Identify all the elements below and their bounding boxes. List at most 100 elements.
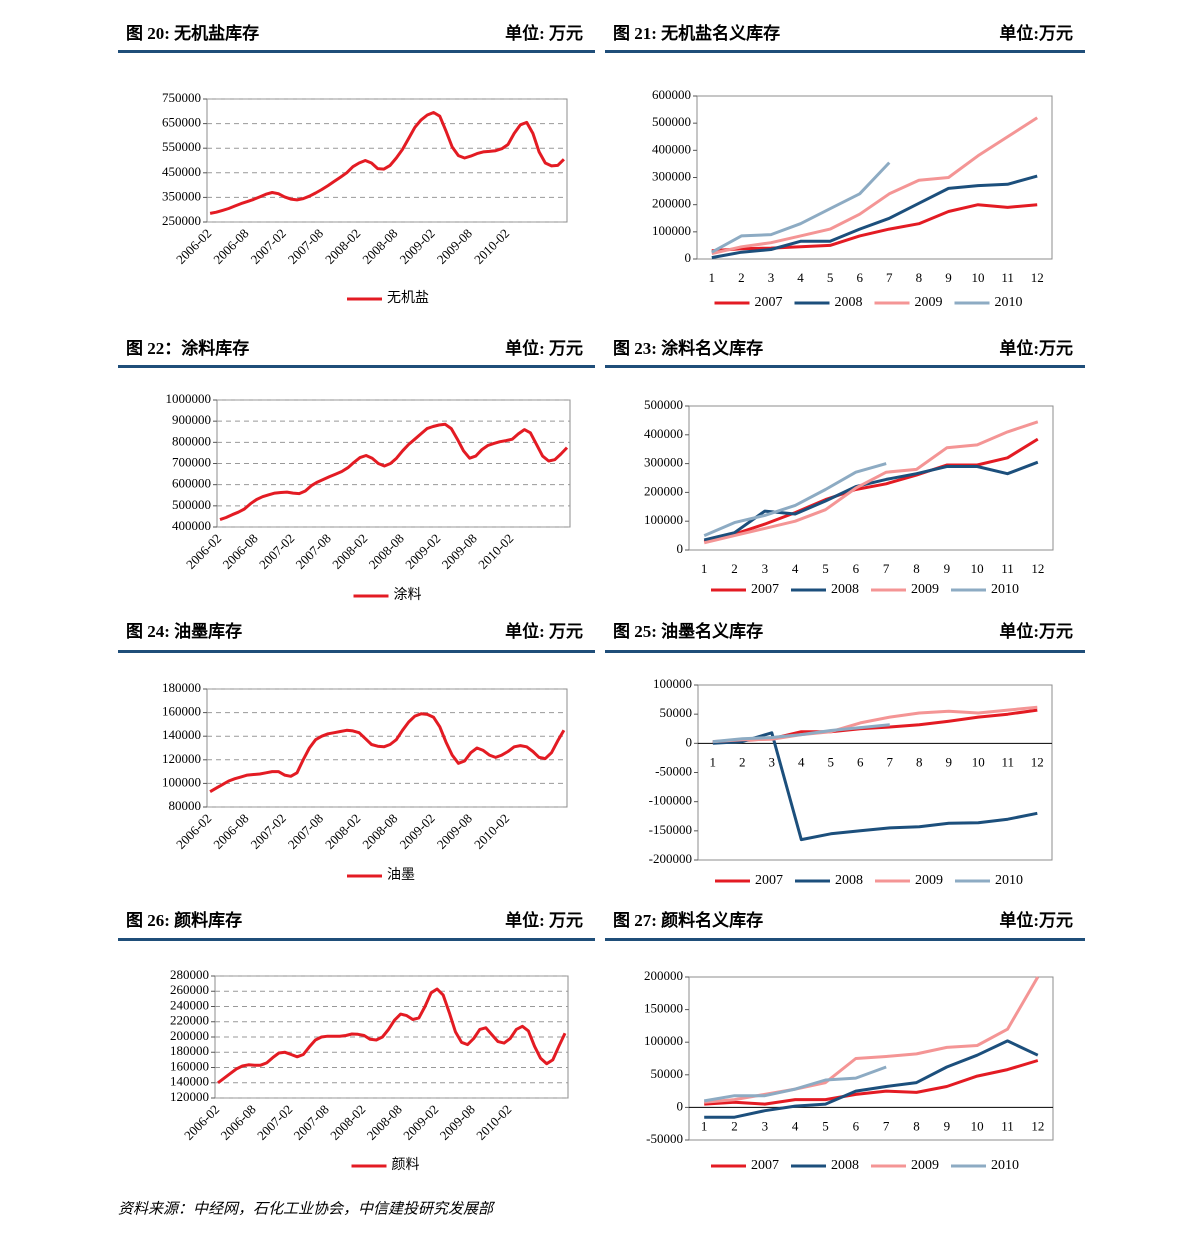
x-tick-label: 2010-02 — [471, 226, 512, 267]
y-tick-label: 100000 — [644, 1033, 683, 1048]
series-line — [711, 161, 891, 254]
y-tick-label: 200000 — [644, 968, 683, 983]
x-tick-label: 2006-08 — [218, 1102, 259, 1143]
y-tick-label: 400000 — [644, 426, 683, 441]
series-line — [704, 1059, 1039, 1106]
chart-title: 图 27: 颜料名义库存 — [613, 910, 763, 930]
x-tick-label: 2010-02 — [473, 1102, 514, 1143]
x-tick-label: 5 — [828, 754, 835, 769]
unit-label: 单位:万元 — [999, 23, 1073, 43]
x-tick-label: 2008-08 — [366, 531, 407, 572]
y-tick-label: 750000 — [162, 90, 201, 105]
x-tick-label: 2008-08 — [359, 226, 400, 267]
legend-label: 2007 — [755, 873, 783, 888]
x-tick-label: 12 — [1031, 754, 1044, 769]
x-tick-label: 2006-08 — [210, 226, 251, 267]
y-tick-label: 160000 — [162, 704, 201, 719]
unit-label: 单位: 万元 — [505, 338, 583, 358]
x-tick-label: 2008-02 — [327, 1102, 368, 1143]
legend-label: 2009 — [911, 582, 939, 597]
y-tick-label: 800000 — [172, 433, 211, 448]
x-tick-label: 2007-08 — [285, 226, 326, 267]
x-tick-label: 5 — [822, 1118, 829, 1133]
x-tick-label: 4 — [798, 754, 805, 769]
y-tick-label: 120000 — [162, 751, 201, 766]
x-tick-label: 1 — [701, 1118, 708, 1133]
x-tick-label: 2008-08 — [359, 811, 400, 852]
y-tick-label: 150000 — [644, 1001, 683, 1016]
plot-frame — [688, 976, 1054, 1141]
x-tick-label: 3 — [769, 754, 776, 769]
x-tick-label: 4 — [792, 561, 799, 576]
unit-label: 单位: 万元 — [505, 23, 583, 43]
series-line — [217, 987, 567, 1084]
unit-label: 单位: 万元 — [505, 910, 583, 930]
y-tick-label: 350000 — [162, 188, 201, 203]
y-tick-label: 700000 — [172, 454, 211, 469]
x-tick-label: 2008-02 — [322, 226, 363, 267]
y-tick-label: -200000 — [649, 851, 692, 866]
x-tick-label: 2007-02 — [248, 811, 289, 852]
x-tick-label: 9 — [944, 1118, 951, 1133]
x-tick-label: 2007-02 — [254, 1102, 295, 1143]
x-tick-label: 2 — [738, 270, 745, 285]
x-tick-label: 2006-02 — [183, 531, 224, 572]
chart-title: 图 26: 颜料库存 — [126, 910, 242, 930]
legend-label: 2007 — [755, 295, 783, 310]
x-tick-label: 2 — [739, 754, 746, 769]
x-tick-label: 11 — [1001, 270, 1014, 285]
y-tick-label: 140000 — [162, 727, 201, 742]
y-tick-label: 100000 — [652, 223, 691, 238]
x-tick-label: 2007-08 — [291, 1102, 332, 1143]
y-tick-label: 0 — [686, 734, 693, 749]
header-rule — [118, 938, 595, 941]
x-tick-label: 10 — [972, 754, 985, 769]
x-tick-label: 7 — [883, 561, 890, 576]
x-tick-label: 2007-02 — [248, 226, 289, 267]
x-tick-label: 5 — [822, 561, 829, 576]
y-tick-label: 200000 — [644, 483, 683, 498]
x-tick-label: 6 — [853, 561, 860, 576]
y-tick-label: 450000 — [162, 164, 201, 179]
x-tick-label: 5 — [827, 270, 834, 285]
series-line — [712, 723, 890, 744]
x-tick-label: 2009-02 — [397, 226, 438, 267]
legend-label: 2009 — [915, 295, 943, 310]
y-tick-label: 600000 — [172, 476, 211, 491]
x-tick-label: 2009-08 — [434, 226, 475, 267]
x-tick-label: 9 — [944, 561, 951, 576]
header-rule — [605, 938, 1085, 941]
legend-label: 2010 — [995, 873, 1023, 888]
x-tick-label: 1 — [709, 270, 716, 285]
y-tick-label: 250000 — [162, 213, 201, 228]
x-tick-label: 2007-08 — [293, 531, 334, 572]
y-tick-label: 500000 — [652, 114, 691, 129]
unit-label: 单位:万元 — [999, 910, 1073, 930]
legend-label: 2007 — [751, 582, 779, 597]
legend-label: 2008 — [835, 873, 863, 888]
x-tick-label: 2008-02 — [322, 811, 363, 852]
chart-title: 图 25: 油墨名义库存 — [613, 621, 763, 641]
y-tick-label: 0 — [685, 250, 692, 265]
x-tick-label: 4 — [797, 270, 804, 285]
x-tick-label: 2009-02 — [400, 1102, 441, 1143]
plot-frame — [206, 98, 568, 223]
x-tick-label: 2006-08 — [210, 811, 251, 852]
legend-label: 2009 — [915, 873, 943, 888]
y-tick-label: 900000 — [172, 412, 211, 427]
y-tick-label: 180000 — [170, 1043, 209, 1058]
x-tick-label: 11 — [1001, 1118, 1014, 1133]
chart-title: 图 20: 无机盐库存 — [126, 23, 259, 43]
source-note: 资料来源：中经网，石化工业协会，中信建投研究发展部 — [118, 1200, 496, 1217]
legend-label: 涂料 — [394, 587, 422, 603]
legend-label: 2008 — [835, 295, 863, 310]
y-tick-label: 120000 — [170, 1089, 209, 1104]
x-tick-label: 6 — [856, 270, 863, 285]
x-tick-label: 2008-08 — [364, 1102, 405, 1143]
x-tick-label: 7 — [883, 1118, 890, 1133]
x-tick-label: 4 — [792, 1118, 799, 1133]
y-tick-label: 0 — [677, 1098, 684, 1113]
y-tick-label: 600000 — [652, 87, 691, 102]
unit-label: 单位:万元 — [999, 621, 1073, 641]
